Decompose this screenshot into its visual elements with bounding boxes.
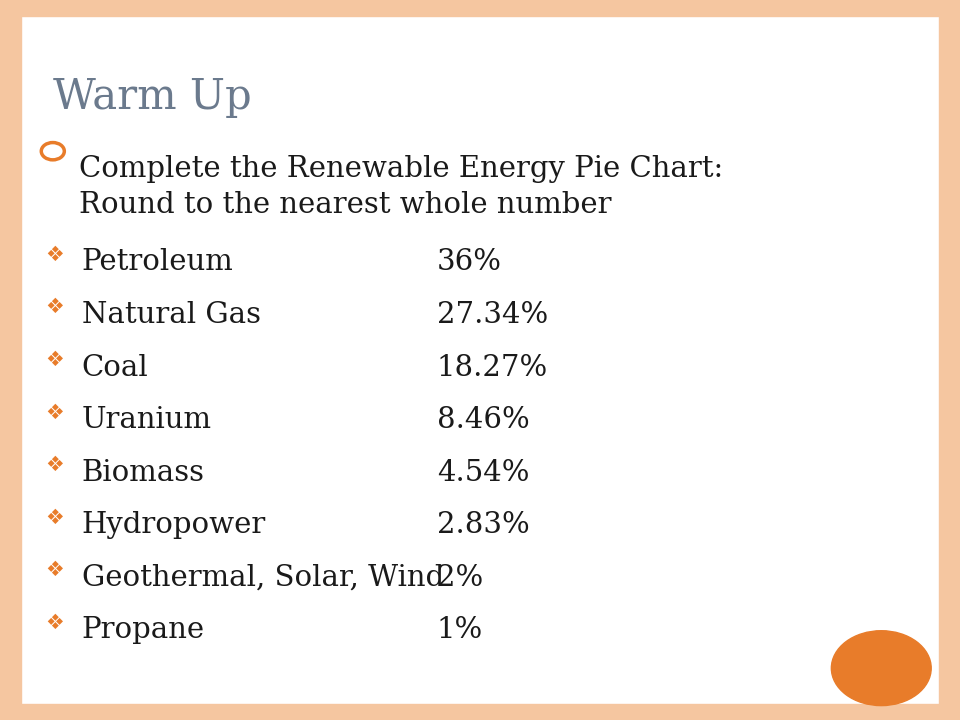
Text: 27.34%: 27.34%	[437, 301, 548, 329]
Bar	[0, 704, 960, 720]
Text: ❖: ❖	[45, 560, 64, 580]
Text: 2%: 2%	[437, 564, 483, 592]
Text: Hydropower: Hydropower	[82, 511, 266, 539]
Text: ❖: ❖	[45, 297, 64, 318]
Text: Geothermal, Solar, Wind: Geothermal, Solar, Wind	[82, 564, 444, 592]
Bar	[0, 0, 21, 720]
Text: 1%: 1%	[437, 616, 483, 644]
Text: Complete the Renewable Energy Pie Chart:: Complete the Renewable Energy Pie Chart:	[79, 155, 723, 183]
Text: ❖: ❖	[45, 455, 64, 475]
Text: ❖: ❖	[45, 613, 64, 633]
Text: Natural Gas: Natural Gas	[82, 301, 260, 329]
Text: ❖: ❖	[45, 245, 64, 265]
Text: Warm Up: Warm Up	[53, 76, 252, 117]
Text: 4.54%: 4.54%	[437, 459, 529, 487]
Text: ❖: ❖	[45, 508, 64, 528]
Text: 18.27%: 18.27%	[437, 354, 548, 382]
Text: Coal: Coal	[82, 354, 149, 382]
Circle shape	[831, 631, 931, 706]
Text: Propane: Propane	[82, 616, 204, 644]
Bar	[0, 0, 960, 16]
Text: 8.46%: 8.46%	[437, 406, 530, 434]
Text: Round to the nearest whole number: Round to the nearest whole number	[79, 191, 612, 219]
Text: ❖: ❖	[45, 402, 64, 423]
Text: 2.83%: 2.83%	[437, 511, 530, 539]
Text: Uranium: Uranium	[82, 406, 211, 434]
Text: ❖: ❖	[45, 350, 64, 370]
Bar	[939, 0, 960, 720]
Text: 36%: 36%	[437, 248, 502, 276]
Text: Biomass: Biomass	[82, 459, 204, 487]
Text: Petroleum: Petroleum	[82, 248, 233, 276]
